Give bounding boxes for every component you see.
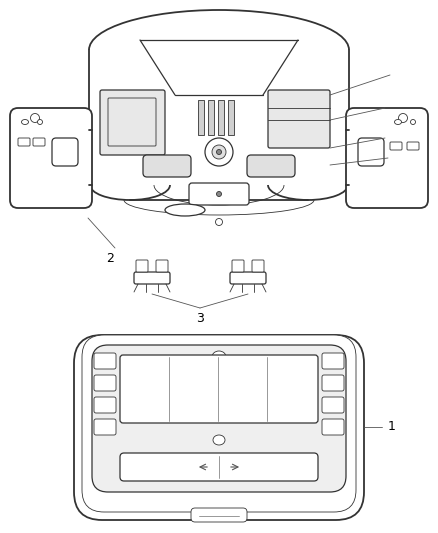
Ellipse shape [399,114,407,123]
FancyBboxPatch shape [18,138,30,146]
Bar [228,100,234,135]
Bar [208,100,214,135]
FancyBboxPatch shape [390,142,402,150]
Text: 2: 2 [106,252,114,264]
Ellipse shape [165,204,205,216]
FancyBboxPatch shape [52,138,78,166]
Ellipse shape [215,219,223,225]
FancyBboxPatch shape [120,453,318,481]
FancyBboxPatch shape [94,353,116,369]
Ellipse shape [216,191,222,197]
FancyBboxPatch shape [322,397,344,413]
FancyBboxPatch shape [230,272,266,284]
FancyBboxPatch shape [268,90,330,148]
Ellipse shape [212,145,226,159]
FancyBboxPatch shape [94,375,116,391]
FancyBboxPatch shape [156,260,168,272]
FancyBboxPatch shape [10,108,92,208]
Text: 3: 3 [196,311,204,325]
FancyBboxPatch shape [136,260,148,272]
FancyBboxPatch shape [108,98,156,146]
Ellipse shape [38,119,42,125]
Bar [218,100,224,135]
FancyBboxPatch shape [407,142,419,150]
FancyBboxPatch shape [189,183,249,205]
FancyBboxPatch shape [191,508,247,522]
Text: 1: 1 [388,421,396,433]
Bar [198,100,204,135]
FancyBboxPatch shape [94,397,116,413]
FancyBboxPatch shape [252,260,264,272]
FancyBboxPatch shape [358,138,384,166]
FancyBboxPatch shape [82,335,356,512]
FancyBboxPatch shape [346,108,428,208]
Ellipse shape [216,149,222,155]
Ellipse shape [21,119,28,125]
Ellipse shape [212,351,226,363]
FancyBboxPatch shape [143,155,191,177]
FancyBboxPatch shape [74,335,364,520]
FancyBboxPatch shape [247,155,295,177]
Ellipse shape [410,119,416,125]
FancyBboxPatch shape [134,272,170,284]
Ellipse shape [205,138,233,166]
FancyBboxPatch shape [232,260,244,272]
FancyBboxPatch shape [322,419,344,435]
FancyBboxPatch shape [33,138,45,146]
Ellipse shape [213,435,225,445]
Ellipse shape [395,119,402,125]
FancyBboxPatch shape [92,345,346,492]
FancyBboxPatch shape [94,419,116,435]
FancyBboxPatch shape [322,353,344,369]
FancyBboxPatch shape [322,375,344,391]
Ellipse shape [31,114,39,123]
FancyBboxPatch shape [120,355,318,423]
FancyBboxPatch shape [100,90,165,155]
